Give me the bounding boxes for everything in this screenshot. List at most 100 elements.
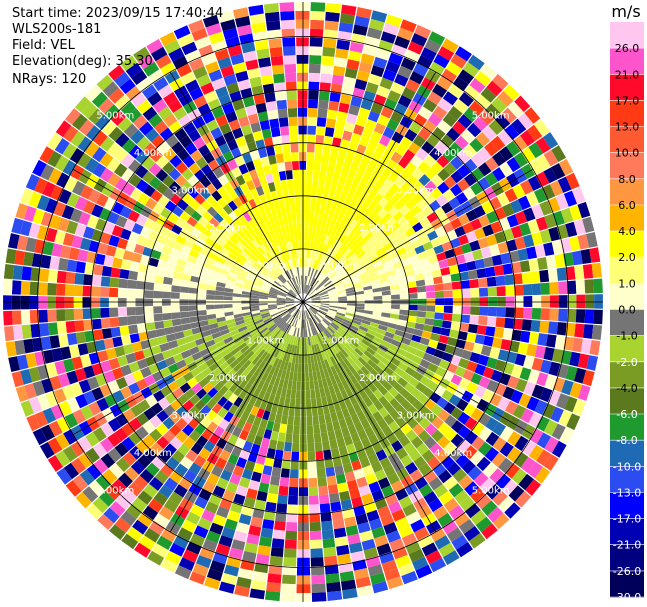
gate-cell: [335, 253, 343, 262]
gate-cell: [355, 306, 365, 310]
gate-cell: [288, 486, 299, 497]
gate-cell: [312, 353, 318, 363]
gate-cell: [430, 527, 446, 542]
gate-cell: [266, 322, 275, 329]
gate-cell: [316, 188, 324, 198]
gate-cell: [286, 178, 294, 189]
gate-cell: [218, 581, 235, 594]
gate-cell: [28, 397, 43, 414]
gate-cell: [424, 39, 441, 54]
gate-cell: [235, 135, 247, 148]
gate-cell: [335, 241, 343, 251]
gate-cell: [318, 290, 328, 296]
ray: [25, 173, 295, 299]
gate-cell: [242, 96, 255, 108]
gate-cell: [280, 387, 287, 398]
gate-cell: [226, 481, 239, 494]
gate-cell: [481, 201, 494, 214]
gate-cell: [268, 484, 279, 495]
ray: [309, 307, 532, 508]
gate-cell: [486, 357, 498, 369]
gate-cell: [188, 462, 202, 475]
gate-cell: [261, 74, 274, 86]
gate-cell: [23, 205, 37, 222]
gate-cell: [293, 309, 299, 317]
gate-cell: [307, 318, 311, 328]
gate-cell: [390, 110, 404, 124]
gate-cell: [135, 179, 149, 193]
gate-cell: [332, 210, 340, 221]
gate-cell: [223, 411, 234, 423]
gate-cell: [348, 198, 358, 209]
gate-cell: [158, 484, 174, 499]
gate-cell: [247, 113, 259, 125]
gate-cell: [328, 271, 337, 279]
gate-cell: [496, 307, 506, 318]
gate-cell: [428, 477, 443, 491]
gate-cell: [412, 222, 424, 233]
gate-cell: [56, 296, 65, 309]
gate-cell: [190, 227, 201, 238]
gate-cell: [136, 272, 147, 282]
gate-cell: [170, 305, 180, 313]
gate-cell: [259, 291, 269, 296]
gate-cell: [323, 135, 333, 146]
gate-cell: [254, 279, 264, 286]
gate-cell: [328, 292, 338, 296]
gate-cell: [571, 250, 583, 266]
gate-cell: [322, 254, 329, 264]
gate-cell: [234, 155, 245, 167]
gate-cell: [64, 296, 74, 309]
gate-cell: [276, 277, 284, 285]
gate-cell: [365, 332, 375, 340]
gate-cell: [163, 91, 178, 106]
gate-cell: [586, 232, 598, 248]
gate-cell: [461, 243, 472, 254]
gate-cell: [269, 365, 276, 376]
gate-cell: [101, 328, 113, 339]
gate-cell: [243, 211, 252, 222]
gate-cell: [120, 228, 132, 241]
gate-cell: [282, 313, 291, 321]
gate-cell: [415, 317, 426, 324]
gate-cell: [47, 150, 62, 168]
gate-cell: [325, 11, 340, 22]
gate-cell: [523, 296, 533, 308]
gate-cell: [57, 373, 71, 388]
gate-cell: [217, 396, 228, 407]
gate-cell: [232, 62, 247, 74]
ring-label: 4.00km: [134, 148, 172, 159]
gate-cell: [71, 235, 83, 249]
gate-cell: [360, 366, 370, 376]
gate-cell: [32, 208, 45, 225]
gate-cell: [202, 111, 215, 124]
gate-cell: [153, 352, 165, 363]
gate-cell: [414, 349, 426, 359]
gate-cell: [273, 217, 281, 228]
gate-cell: [228, 393, 238, 404]
gate-cell: [455, 453, 470, 468]
gate-cell: [205, 372, 216, 383]
gate-cell: [295, 354, 299, 364]
gate-cell: [140, 255, 151, 265]
gate-cell: [293, 345, 298, 355]
ray: [233, 7, 302, 294]
gate-cell: [238, 568, 254, 580]
gate-cell: [194, 411, 206, 423]
gate-cell: [370, 239, 380, 248]
gate-cell: [276, 349, 283, 360]
gate-cell: [432, 83, 448, 98]
gate-cell: [373, 303, 383, 308]
gate-cell: [157, 449, 172, 463]
gate-cell: [390, 308, 400, 315]
gate-cell: [328, 208, 335, 219]
gate-cell: [407, 315, 417, 323]
gate-cell: [359, 135, 370, 147]
gate-cell: [250, 303, 259, 307]
gate-cell: [308, 477, 318, 488]
gate-cell: [161, 291, 171, 299]
gate-cell: [228, 343, 238, 352]
gate-cell: [365, 82, 379, 94]
gate-cell: [200, 416, 212, 428]
gate-cell: [419, 375, 431, 387]
